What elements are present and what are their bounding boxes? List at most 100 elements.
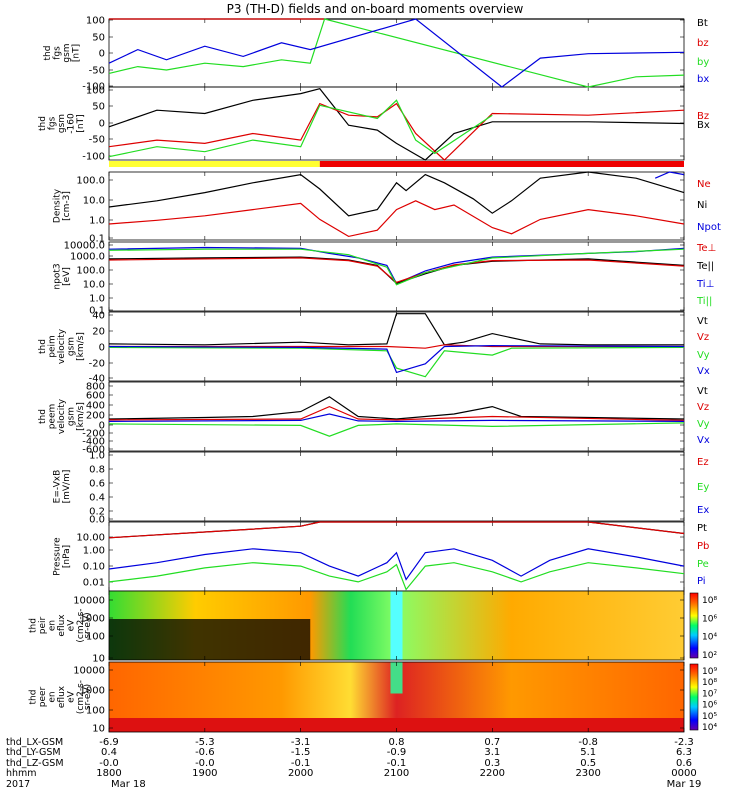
panel-frame: [108, 241, 685, 312]
ephemeris-value: -0.9: [387, 747, 407, 758]
y-axis-label: [cm-3]: [62, 191, 72, 221]
ephemeris-row-label: thd_LX-GSM: [6, 737, 63, 748]
series-line-bx: [108, 88, 685, 161]
ephemeris-value: 2000: [288, 768, 313, 779]
colorbar-tick-label: 10²: [702, 651, 717, 661]
legend-entry: Ne: [697, 179, 711, 190]
y-tick-label: 0.4: [89, 493, 105, 504]
colorbar-tick-label: 10⁶: [702, 701, 717, 711]
y-axis-label: [nPa]: [62, 545, 72, 568]
spectrogram-low-energy: [109, 718, 684, 732]
ephemeris-value: 0.5: [580, 758, 596, 769]
legend-entry: Ti||: [696, 296, 712, 307]
y-tick-label: 0: [99, 119, 105, 130]
legend-entry: Vz: [697, 402, 709, 413]
y-axis-label: E=-VxB: [52, 470, 62, 504]
legend-entry: Pi: [697, 576, 706, 587]
series-line-bz: [108, 102, 685, 161]
legend-entry: bx: [697, 74, 709, 85]
y-tick-label: 0.01: [83, 578, 105, 589]
ephemeris-row-label: thd_LZ-GSM: [6, 758, 64, 769]
ephemeris-value: 3.1: [484, 747, 500, 758]
colorbar-tick-label: 10⁸: [702, 596, 717, 606]
legend-entry: by: [697, 57, 709, 68]
y-axis-label: [eV]: [62, 267, 72, 286]
series-line-by: [108, 18, 685, 88]
y-axis-label: [km/s]: [76, 402, 86, 431]
legend-entry: Bt: [697, 18, 708, 29]
legend-entry: bz: [697, 38, 709, 49]
y-tick-label: -100: [82, 152, 105, 163]
y-tick-label: 0.1: [89, 234, 105, 245]
series-line-pe: [108, 562, 685, 591]
legend-entry: Pb: [697, 541, 709, 552]
panel-peem_velocity: [108, 381, 685, 452]
panel-frame: [108, 86, 685, 161]
y-tick-label: 20: [92, 327, 105, 338]
y-axis-label: (cm2-s-: [76, 680, 86, 714]
y-tick-label: -40: [89, 374, 105, 385]
y-axis-label: Pressure: [52, 537, 62, 576]
legend-entry: Te||: [696, 261, 714, 272]
y-tick-label: 0.0: [89, 515, 105, 526]
series-line-vz: [108, 405, 685, 421]
y-tick-label: 1000: [80, 614, 105, 625]
y-tick-label: 50: [92, 33, 105, 44]
legend-entry: Bz: [697, 111, 709, 122]
y-axis-label: eflux: [57, 614, 67, 637]
ephemeris-year: 2017: [6, 779, 30, 790]
y-axis-label: thd: [43, 46, 53, 61]
series-line-ti: [108, 248, 685, 286]
y-tick-label: 0: [99, 343, 105, 354]
legend-entry: Ez: [697, 457, 709, 468]
series-line-pi: [108, 548, 685, 581]
ephemeris-value: 0.8: [389, 737, 405, 748]
y-tick-label: 400: [86, 401, 105, 412]
colorbar-tick-label: 10⁸: [702, 678, 717, 688]
y-axis-label: velocity: [57, 398, 67, 434]
y-axis-label: gsm: [62, 43, 72, 62]
colorbar-tick-label: 10⁴: [702, 633, 717, 643]
series-line-vx: [108, 344, 685, 374]
ephemeris-value: -0.1: [291, 758, 311, 769]
ephemeris-value: 2200: [480, 768, 505, 779]
legend-entry: Vx: [697, 435, 710, 446]
y-tick-label: 200: [86, 411, 105, 422]
y-axis-label: thd: [29, 690, 39, 705]
ephemeris-value: 2300: [575, 768, 600, 779]
legend-entry: Vz: [697, 332, 709, 343]
legend-entry: Ex: [697, 505, 709, 516]
y-axis-label: gsm: [57, 114, 67, 133]
y-axis-label: eV: [67, 619, 77, 632]
colorbar: [689, 663, 699, 731]
ephemeris-value: 0.6: [676, 758, 692, 769]
y-tick-label: 1.0: [89, 451, 105, 462]
series-line-ne: [108, 200, 685, 238]
ephemeris-value: 2100: [384, 768, 409, 779]
y-axis-label: gsm: [67, 337, 77, 356]
legend-entry: Ti⊥: [696, 279, 714, 290]
colorbar-tick-label: 10⁵: [702, 712, 717, 722]
ephemeris-value: 0.3: [484, 758, 500, 769]
y-axis-label: peer: [38, 686, 48, 707]
series-line-vy: [108, 346, 685, 378]
series-line-vt: [108, 313, 684, 346]
y-tick-label: 40: [92, 311, 105, 322]
y-tick-label: 100.0: [76, 176, 105, 187]
legend-entry: Vy: [697, 419, 710, 430]
y-tick-label: 1.00: [83, 546, 105, 557]
ephemeris-value: 1800: [96, 768, 121, 779]
y-tick-label: 0.2: [89, 507, 105, 518]
panel-fgs_gsm_dlat: [108, 86, 685, 161]
spectrogram-band: [390, 662, 403, 694]
y-axis-label: fgs: [52, 46, 62, 60]
y-tick-label: 0.10: [83, 562, 105, 573]
series-line-ni: [108, 171, 685, 217]
series-line-by: [108, 99, 493, 158]
y-tick-label: 10.0: [83, 196, 105, 207]
y-tick-label: 10: [92, 654, 105, 665]
y-tick-label: 10.00: [76, 533, 105, 544]
panel-frame: [108, 381, 685, 452]
mode-bar-segment: [319, 161, 684, 167]
